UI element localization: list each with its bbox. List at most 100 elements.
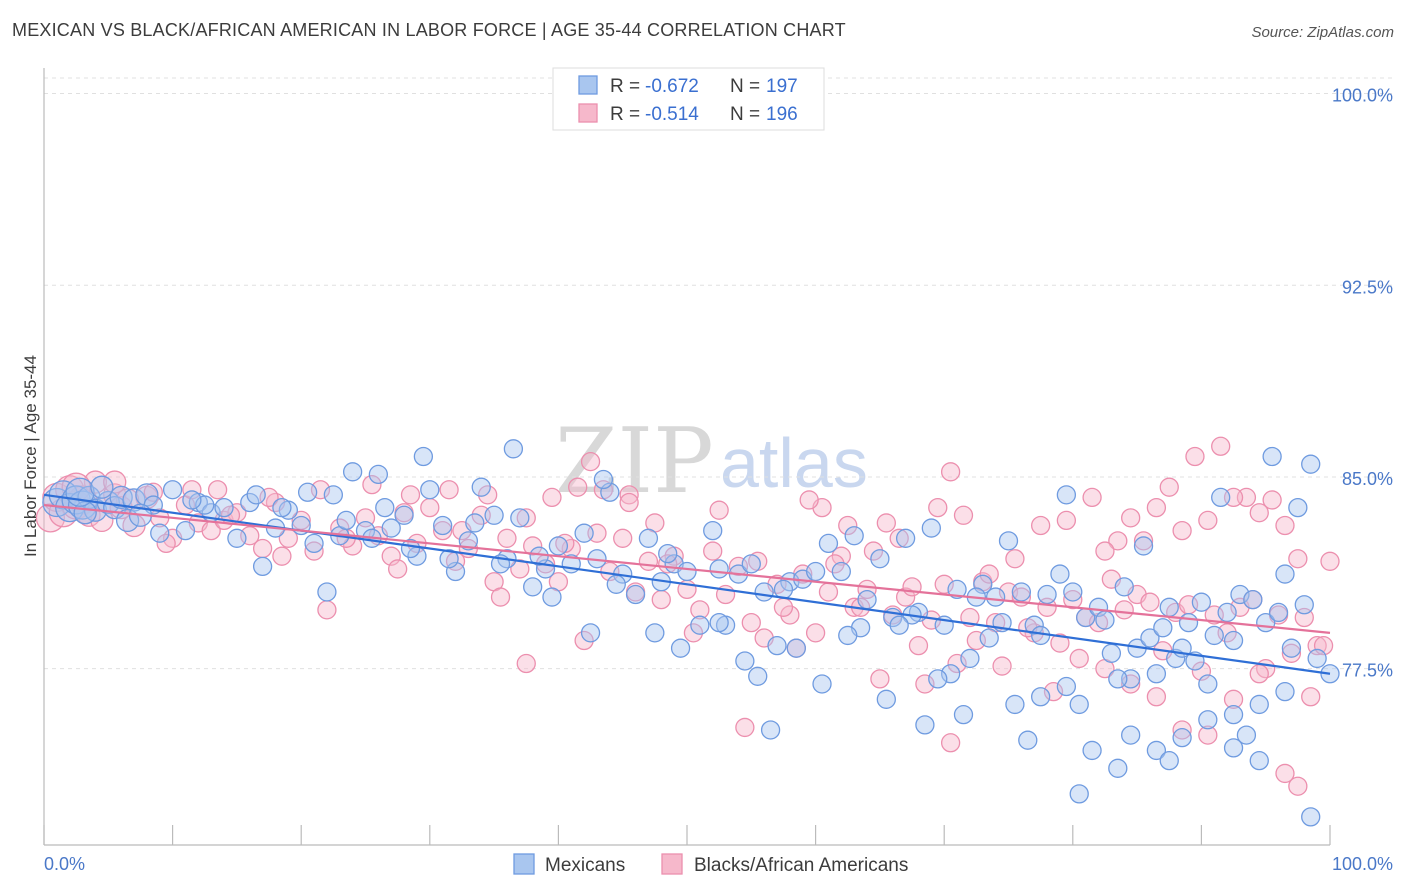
mexicans-point-175 xyxy=(709,612,729,633)
mexicans-point-102 xyxy=(1294,595,1314,615)
blacks-point-139 xyxy=(1198,725,1218,745)
blacks-point-165 xyxy=(1005,549,1025,569)
mexicans-point-56 xyxy=(703,520,723,541)
mexicans-point-18 xyxy=(214,497,234,518)
chart-source: Source: ZipAtlas.com xyxy=(1251,24,1394,41)
mexicans-point-20 xyxy=(240,492,260,513)
legend-n-label-2: N = xyxy=(730,104,760,125)
series-mexicans-points xyxy=(42,439,1340,827)
legend-n-value-2: 196 xyxy=(766,104,798,125)
mexicans-point-157 xyxy=(1069,784,1089,804)
blacks-point-164 xyxy=(1031,515,1051,536)
blacks-point-41 xyxy=(497,528,517,548)
mexicans-point-135 xyxy=(735,651,755,671)
mexicans-point-54 xyxy=(677,561,697,582)
blacks-point-182 xyxy=(516,508,536,528)
mexicans-point-121 xyxy=(1095,610,1115,630)
blacks-point-161 xyxy=(1095,541,1115,561)
legend-r-value-2: -0.514 xyxy=(645,104,699,125)
blacks-point-47 xyxy=(574,630,594,651)
blacks-point-156 xyxy=(1275,515,1295,536)
mexicans-point-37 xyxy=(458,531,479,551)
mexicans-point-185 xyxy=(246,485,266,505)
mexicans-point-115 xyxy=(709,559,729,579)
blacks-point-174 xyxy=(773,597,794,617)
bottom-legend-mexicans: Mexicans xyxy=(545,855,625,876)
blacks-point-52 xyxy=(638,551,659,571)
mexicans-point-146 xyxy=(1108,758,1128,778)
mexicans-point-66 xyxy=(831,561,851,582)
mexicans-point-19 xyxy=(227,528,247,548)
mexicans-point-178 xyxy=(542,587,562,607)
mexicans-point-39 xyxy=(484,505,504,525)
mexicans-point-69 xyxy=(870,549,890,569)
x-tick-label-min: 0.0% xyxy=(44,854,85,874)
mexicans-point-148 xyxy=(1146,740,1167,761)
mexicans-point-124 xyxy=(1275,564,1295,584)
mexicans-point-101 xyxy=(1281,638,1302,658)
blacks-point-184 xyxy=(439,480,459,500)
bottom-legend-swatch-blacks xyxy=(661,853,683,875)
mexicans-point-128 xyxy=(1211,487,1231,508)
blacks-point-181 xyxy=(542,487,562,508)
mexicans-point-60 xyxy=(754,582,774,602)
mexicans-point-144 xyxy=(1069,694,1089,715)
blacks-point-35 xyxy=(420,497,440,518)
blacks-point-180 xyxy=(568,477,588,497)
mexicans-point-152 xyxy=(1223,704,1244,725)
mexicans-point-159 xyxy=(1146,664,1167,684)
mexicans-point-61 xyxy=(767,635,787,656)
blacks-point-43 xyxy=(523,536,543,556)
mexicans-point-183 xyxy=(336,510,356,531)
mexicans-point-59 xyxy=(741,554,761,574)
mexicans-point-78 xyxy=(985,587,1006,607)
mexicans-point-177 xyxy=(580,623,601,643)
y-tick-label-3: 77.5% xyxy=(1342,661,1393,681)
blacks-point-140 xyxy=(1223,689,1244,709)
mexicans-point-151 xyxy=(1198,710,1218,730)
x-tick-label-max: 100.0% xyxy=(1332,854,1393,874)
mexicans-point-172 xyxy=(786,638,806,658)
blacks-point-117 xyxy=(580,451,601,472)
mexicans-point-111 xyxy=(465,513,485,533)
blacks-point-162 xyxy=(1082,487,1102,508)
blacks-point-120 xyxy=(709,500,729,520)
mexicans-point-98 xyxy=(1243,589,1263,610)
blacks-point-26 xyxy=(304,541,324,561)
mexicans-point-122 xyxy=(1159,597,1179,617)
mexicans-point-96 xyxy=(1217,602,1237,623)
blacks-point-89 xyxy=(1114,600,1134,620)
mexicans-point-176 xyxy=(645,623,665,643)
x-axis-ticks xyxy=(43,825,1331,845)
top-legend: R = -0.672 N = 197 R = -0.514 N = 196 xyxy=(552,67,825,131)
legend-box xyxy=(552,67,825,131)
mexicans-point-65 xyxy=(818,533,839,554)
blacks-point-115 xyxy=(516,653,536,674)
blacks-point-53 xyxy=(651,589,671,610)
blacks-point-144 xyxy=(1301,687,1321,707)
mexicans-point-91 xyxy=(1153,618,1173,638)
blacks-point-167 xyxy=(953,505,974,525)
mexicans-point-165 xyxy=(1108,669,1128,689)
mexicans-point-131 xyxy=(413,446,434,467)
mexicans-point-133 xyxy=(593,469,614,490)
blacks-point-127 xyxy=(902,577,922,597)
mexicans-point-100 xyxy=(1268,602,1289,623)
blacks-point-124 xyxy=(838,515,858,536)
blacks-point-118 xyxy=(619,485,639,505)
mexicans-point-160 xyxy=(1198,674,1218,694)
blacks-point-110 xyxy=(272,546,292,566)
blacks-point-69 xyxy=(857,579,877,600)
mexicans-point-84 xyxy=(1063,582,1083,602)
blacks-point-185 xyxy=(400,485,421,505)
blacks-point-150 xyxy=(1185,446,1205,467)
blacks-point-148 xyxy=(1133,531,1154,551)
mexicans-point-156 xyxy=(1301,807,1321,827)
mexicans-point-129 xyxy=(1133,536,1154,556)
y-axis-tick-labels: 100.0% 92.5% 85.0% 77.5% xyxy=(1332,86,1393,681)
blacks-point-170 xyxy=(876,513,896,533)
watermark-atlas: atlas xyxy=(720,424,868,502)
mexicans-point-189 xyxy=(90,475,114,499)
mexicans-point-28 xyxy=(342,462,363,482)
mexicans-point-80 xyxy=(1011,582,1032,602)
